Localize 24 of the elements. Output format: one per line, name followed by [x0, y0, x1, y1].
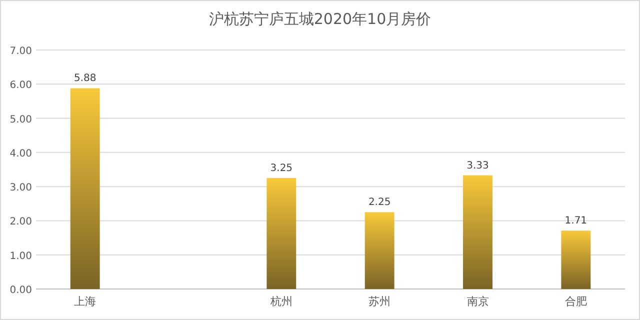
bar	[364, 212, 394, 289]
y-tick-label: 6.00	[10, 80, 32, 92]
data-label: 3.25	[270, 163, 293, 174]
data-label: 3.33	[466, 160, 489, 172]
x-tick-label: 上海	[74, 295, 96, 308]
y-tick-label: 3.00	[10, 182, 32, 194]
y-tick-label: 7.00	[10, 46, 32, 57]
x-tick-label: 合肥	[564, 295, 587, 308]
x-tick-label: 南京	[466, 295, 489, 308]
data-label: 1.71	[564, 216, 588, 227]
chart-title: 沪杭苏宁庐五城2020年10月房价	[208, 10, 432, 28]
data-label: 2.25	[368, 197, 391, 208]
y-tick-label: 4.00	[10, 148, 32, 160]
y-tick-label: 5.00	[10, 114, 32, 126]
bar	[561, 230, 591, 289]
bar	[266, 178, 296, 289]
bar	[463, 175, 492, 289]
x-tick-label: 苏州	[368, 295, 391, 308]
y-tick-label: 0.00	[10, 285, 32, 296]
y-tick-label: 2.00	[10, 216, 32, 228]
x-tick-label: 杭州	[269, 295, 292, 308]
bar	[70, 88, 100, 289]
data-label: 5.88	[74, 73, 96, 84]
y-tick-label: 1.00	[10, 250, 32, 262]
